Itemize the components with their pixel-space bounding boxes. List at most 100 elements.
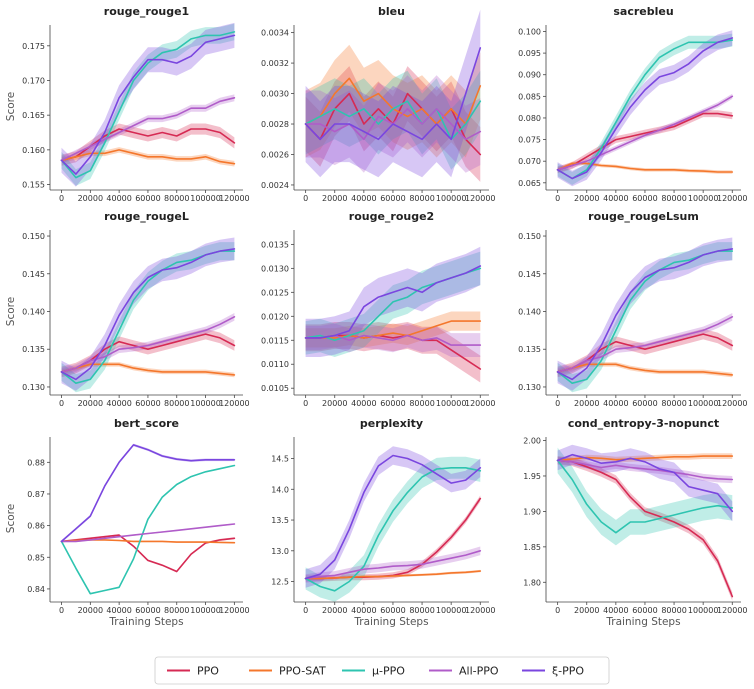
legend-label-ppo-sat: PPO-SAT — [279, 665, 326, 678]
panel-perplexity: perplexity 12.5 13.0 13.5 14.0 14.5 0 20000 4000… — [271, 417, 495, 628]
band-all-ppo — [557, 456, 733, 484]
panel-title-rouge-rougel: rouge_rougeL — [104, 210, 189, 223]
y-tick-label: 0.155 — [22, 181, 45, 190]
band-mu-ppo — [557, 242, 733, 393]
x-tick-label: 120000 — [717, 606, 748, 615]
series-line-xi-ppo — [304, 265, 482, 339]
y-tick-label: 0.090 — [518, 71, 541, 80]
x-tick-label: 40000 — [351, 606, 376, 615]
x-axis-label: Training Steps — [605, 616, 680, 628]
y-tick-label: 0.135 — [518, 345, 541, 354]
series-line-all-ppo — [556, 316, 734, 373]
lines-sacrebleu — [556, 37, 734, 180]
lines-bleu — [304, 47, 482, 156]
panel-title-perplexity: perplexity — [360, 417, 423, 430]
x-tick-label: 100000 — [190, 194, 221, 203]
x-tick-label: 120000 — [465, 194, 496, 203]
y-tick-label: 0.84 — [27, 585, 45, 594]
band-xi-ppo — [61, 237, 235, 391]
y-tick-label: 0.0120 — [261, 312, 289, 321]
y-tick-label: 0.0026 — [261, 150, 289, 159]
y-tick-label: 0.150 — [22, 232, 45, 241]
x-tick-label: 40000 — [106, 606, 131, 615]
y-tick-label: 0.0125 — [261, 288, 289, 297]
panel-rouge-rouge1: rouge_rouge1 0.155 0.160 0.165 0.170 0.175 0 20… — [5, 5, 250, 203]
y-tick-label: 13.0 — [271, 547, 289, 556]
x-tick-label: 0 — [59, 606, 64, 615]
x-tick-label: 120000 — [465, 399, 496, 408]
y-tick-label: 0.0105 — [261, 384, 289, 393]
series-line-all-ppo — [556, 95, 734, 171]
panel-sacrebleu: sacrebleu 0.065 0.070 0.075 0.080 0.085 0.090 0… — [518, 5, 747, 203]
y-tick-label: 0.100 — [518, 27, 541, 36]
x-tick-label: 0 — [59, 194, 64, 203]
band-xi-ppo — [61, 443, 235, 543]
band-ppo — [557, 328, 733, 378]
band-ppo-sat — [305, 44, 481, 158]
y-tick-label: 0.0024 — [261, 181, 289, 190]
y-tick-label: 2.00 — [523, 437, 541, 446]
band-xi-ppo — [61, 22, 235, 187]
bands-rouge-rougel — [61, 237, 235, 393]
y-tick-label: 0.0032 — [261, 59, 289, 68]
y-tick-label: 0.085 — [518, 92, 541, 101]
panel-rouge-rougel: rouge_rougeL 0.130 0.135 0.140 0.145 0.150 0 20… — [5, 210, 250, 408]
band-xi-ppo — [557, 237, 733, 391]
y-tick-label: 0.130 — [518, 383, 541, 392]
y-tick-label: 0.095 — [518, 49, 541, 58]
panel-title-bleu: bleu — [378, 5, 405, 18]
band-mu-ppo — [61, 23, 235, 186]
x-tick-label: 60000 — [632, 194, 657, 203]
panel-title-sacrebleu: sacrebleu — [613, 5, 673, 18]
y-tick-label: 0.0028 — [261, 120, 289, 129]
legend-label-ppo: PPO — [197, 665, 219, 678]
y-tick-label: 1.95 — [523, 472, 541, 481]
y-tick-label: 0.0030 — [261, 90, 289, 99]
x-tick-label: 20000 — [78, 194, 103, 203]
y-tick-label: 0.150 — [518, 232, 541, 241]
y-tick-label: 0.88 — [27, 458, 45, 467]
lines-bert-score — [60, 444, 236, 595]
y-tick-label: 14.0 — [271, 485, 289, 494]
y-tick-label: 0.0110 — [261, 360, 289, 369]
panel-rouge-rouge2: rouge_rouge2 0.0105 0.0110 0.0115 0.0120 0.01… — [261, 210, 496, 408]
panel-bleu: bleu 0.0024 0.0026 0.0028 0.0030 0.0032 0.0034… — [261, 5, 496, 203]
x-tick-label: 80000 — [409, 606, 434, 615]
x-tick-label: 40000 — [603, 606, 628, 615]
x-tick-label: 100000 — [688, 194, 719, 203]
series-line-all-ppo — [60, 316, 236, 373]
band-ppo — [557, 110, 733, 174]
x-tick-label: 100000 — [190, 399, 221, 408]
band-ppo — [61, 328, 235, 378]
series-line-all-ppo — [60, 97, 236, 162]
band-xi-ppo — [305, 446, 481, 588]
y-tick-label: 0.145 — [22, 270, 45, 279]
y-axis-label: Score — [5, 504, 17, 533]
y-tick-label: 0.0130 — [261, 264, 289, 273]
y-tick-label: 0.170 — [22, 76, 45, 85]
y-tick-label: 14.5 — [271, 455, 289, 464]
legend-box — [154, 656, 610, 685]
y-tick-label: 0.0135 — [261, 240, 289, 249]
x-tick-label: 120000 — [717, 399, 748, 408]
y-axis-label: Score — [5, 92, 17, 121]
x-tick-label: 100000 — [190, 606, 221, 615]
y-tick-label: 0.140 — [22, 308, 45, 317]
x-tick-label: 80000 — [661, 606, 686, 615]
y-tick-label: 13.5 — [271, 516, 289, 525]
y-tick-label: 0.85 — [27, 553, 45, 562]
band-mu-ppo — [61, 242, 235, 393]
bands-bleu — [305, 9, 481, 182]
y-tick-label: 0.165 — [22, 111, 45, 120]
y-tick-label: 0.135 — [22, 345, 45, 354]
series-line-xi-ppo — [60, 248, 236, 381]
y-tick-label: 12.5 — [271, 578, 289, 587]
panel-cond-entropy-3-nopunct: cond_entropy-3-nopunct 1.80 1.85 1.90 1.95 2.… — [523, 417, 747, 628]
series-line-xi-ppo — [304, 454, 482, 580]
x-tick-label: 20000 — [78, 606, 103, 615]
y-tick-label: 0.080 — [518, 114, 541, 123]
x-tick-label: 0 — [303, 194, 308, 203]
series-line-ppo-sat — [304, 320, 482, 339]
x-tick-label: 100000 — [688, 606, 719, 615]
x-tick-label: 40000 — [351, 194, 376, 203]
